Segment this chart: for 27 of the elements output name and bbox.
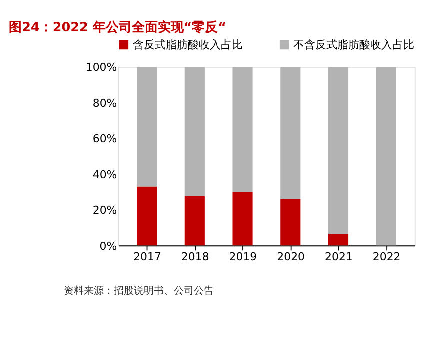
- bar: [137, 66, 158, 187]
- bar: [328, 66, 349, 234]
- bar: [184, 66, 205, 197]
- x-tick-label: 2022: [372, 250, 401, 264]
- bar: [328, 234, 349, 246]
- y-tick-label: 40%: [92, 168, 118, 182]
- text: 资料来源：招股说明书、公司公告: [64, 284, 214, 297]
- bar: [280, 66, 301, 200]
- chart-title: 图24：2022 年公司全面实现“零反“: [9, 19, 227, 36]
- x-tick-label: 2019: [229, 250, 258, 264]
- bar: [232, 66, 253, 192]
- y-tick-label: 60%: [92, 132, 118, 146]
- bar: [232, 192, 253, 246]
- x-tick-label: 2018: [181, 250, 210, 264]
- y-tick-label: 0%: [100, 240, 118, 253]
- bar: [280, 199, 301, 246]
- bar: [137, 186, 158, 246]
- legend-label: 不含反式脂肪酸收入占比: [294, 38, 415, 52]
- y-tick-label: 20%: [92, 204, 118, 218]
- x-tick-label: 2017: [134, 250, 162, 264]
- y-tick-label: 80%: [92, 96, 118, 110]
- bar: [376, 66, 396, 246]
- x-tick-label: 2021: [325, 250, 353, 264]
- bar: [184, 196, 205, 246]
- legend-label: 含反式脂肪酸收入占比: [133, 38, 244, 52]
- y-tick-label: 100%: [86, 61, 118, 74]
- x-tick-label: 2020: [277, 250, 306, 264]
